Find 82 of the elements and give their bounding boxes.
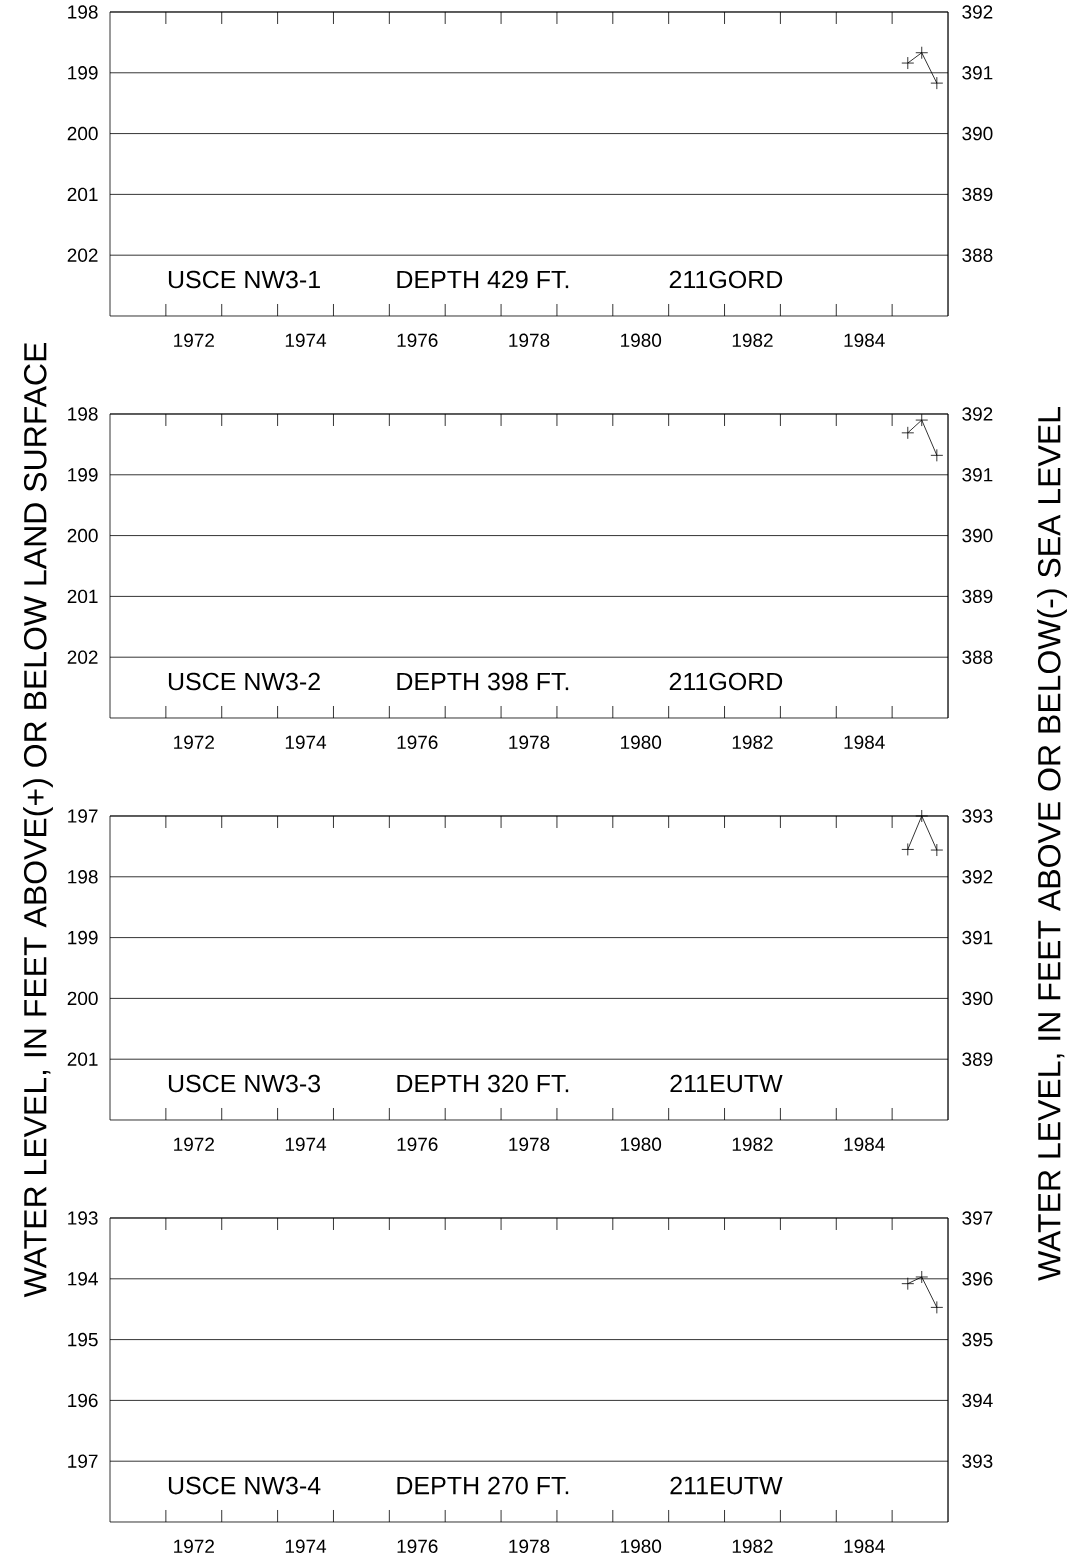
y-tick-label: 199 xyxy=(68,66,98,80)
y2-tick-label: 393 xyxy=(962,809,993,823)
x-tick-label: 1982 xyxy=(732,1539,773,1553)
y-tick-label: 201 xyxy=(67,187,98,202)
y-tick-label: 196 xyxy=(68,1393,98,1408)
y2-tick-label: 392 xyxy=(962,407,993,421)
annotation: 211GORD xyxy=(669,270,783,289)
x-tick-label: 1972 xyxy=(174,1137,214,1151)
x-tick-label: 1982 xyxy=(732,735,773,749)
y-tick-label: 198 xyxy=(68,870,98,884)
annotation: DEPTH 270 FT. xyxy=(397,1476,569,1495)
y2-tick-label: 391 xyxy=(962,66,993,80)
y-tick-label: 197 xyxy=(68,809,98,823)
y-tick-label: 202 xyxy=(67,650,98,664)
x-tick-label: 1976 xyxy=(397,333,438,347)
x-tick-label: 1976 xyxy=(397,735,438,749)
x-tick-label: 1984 xyxy=(844,735,885,749)
y2-tick-label: 389 xyxy=(962,1052,993,1066)
y-tick-label: 198 xyxy=(68,407,98,421)
y2-tick-label: 389 xyxy=(962,589,993,604)
x-tick-label: 1974 xyxy=(285,1137,327,1151)
x-tick-label: 1978 xyxy=(509,333,550,347)
x-tick-label: 1974 xyxy=(285,735,327,749)
y2-tick-label: 388 xyxy=(962,248,993,262)
y2-tick-label: 390 xyxy=(962,528,993,543)
x-tick-label: 1980 xyxy=(621,1539,662,1553)
y2-tick-label: 392 xyxy=(962,870,993,884)
y-tick-label: 197 xyxy=(68,1454,98,1468)
x-tick-label: 1982 xyxy=(732,333,773,347)
y2-tick-label: 397 xyxy=(962,1211,993,1225)
y-tick-label: 201 xyxy=(67,589,98,604)
annotation: DEPTH 429 FT. xyxy=(397,270,569,289)
y2-tick-label: 393 xyxy=(962,1454,993,1468)
y-tick-label: 198 xyxy=(68,5,98,19)
y-tick-label: 193 xyxy=(68,1211,98,1225)
annotation: 211EUTW xyxy=(670,1074,783,1093)
x-tick-label: 1974 xyxy=(285,333,327,347)
y-tick-label: 200 xyxy=(67,991,98,1006)
y-tick-label: 202 xyxy=(67,248,98,262)
y-tick-label: 195 xyxy=(68,1332,98,1347)
y-tick-label: 199 xyxy=(68,930,98,945)
x-tick-label: 1982 xyxy=(732,1137,773,1151)
x-tick-label: 1976 xyxy=(397,1539,438,1553)
y-tick-label: 200 xyxy=(67,528,98,543)
x-tick-label: 1974 xyxy=(285,1539,327,1553)
y2-tick-label: 389 xyxy=(962,187,993,202)
x-tick-label: 1984 xyxy=(844,1137,885,1151)
y2-axis-title: WATER LEVEL, IN FEET ABOVE OR BELOW(-) SEA LEVEL xyxy=(1037,407,1067,1281)
x-tick-label: 1978 xyxy=(509,1137,550,1151)
annotation: DEPTH 398 FT. xyxy=(397,672,569,691)
y-tick-label: 200 xyxy=(67,126,98,141)
y-tick-label: 194 xyxy=(68,1272,98,1286)
annotation: USCE NW3-4 xyxy=(168,1476,321,1495)
x-tick-label: 1972 xyxy=(174,735,214,749)
y2-tick-label: 390 xyxy=(962,991,993,1006)
x-tick-label: 1980 xyxy=(621,333,662,347)
y-tick-label: 199 xyxy=(68,468,98,482)
y2-tick-label: 395 xyxy=(962,1332,993,1347)
x-tick-label: 1978 xyxy=(509,735,550,749)
y2-tick-label: 391 xyxy=(962,930,993,945)
annotation: 211EUTW xyxy=(670,1476,783,1495)
x-tick-label: 1976 xyxy=(397,1137,438,1151)
y2-tick-label: 392 xyxy=(962,5,993,19)
annotation: DEPTH 320 FT. xyxy=(397,1074,569,1093)
y2-tick-label: 388 xyxy=(962,650,993,664)
y2-tick-label: 396 xyxy=(962,1272,993,1286)
annotation: USCE NW3-3 xyxy=(168,1074,321,1093)
x-tick-label: 1984 xyxy=(844,333,885,347)
x-tick-label: 1972 xyxy=(174,333,214,347)
y2-tick-label: 394 xyxy=(962,1393,993,1408)
y2-tick-label: 390 xyxy=(962,126,993,141)
y2-tick-label: 391 xyxy=(962,468,993,482)
x-tick-label: 1980 xyxy=(621,735,662,749)
x-tick-label: 1978 xyxy=(509,1539,550,1553)
y-tick-label: 201 xyxy=(67,1052,98,1066)
annotation: 211GORD xyxy=(669,672,783,691)
y-axis-title: WATER LEVEL, IN FEET ABOVE(+) OR BELOW LAND SURFACE xyxy=(23,342,53,1298)
annotation: USCE NW3-2 xyxy=(168,672,320,691)
x-tick-label: 1984 xyxy=(844,1539,885,1553)
x-tick-label: 1972 xyxy=(174,1539,214,1553)
annotation: USCE NW3-1 xyxy=(168,270,320,289)
x-tick-label: 1980 xyxy=(621,1137,662,1151)
